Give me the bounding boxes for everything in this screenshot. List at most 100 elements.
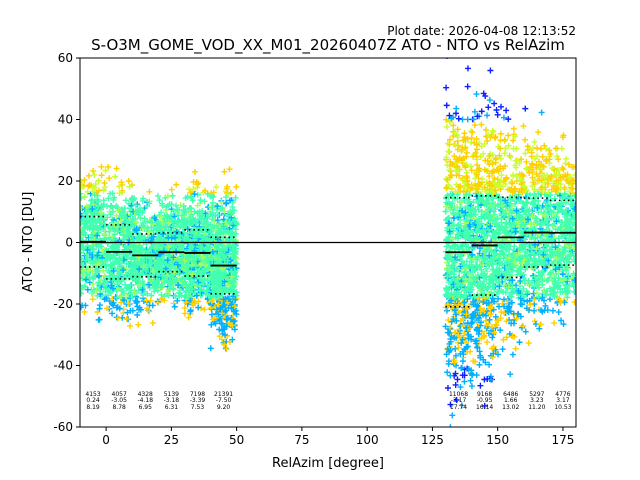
scatter-point xyxy=(451,307,458,314)
scatter-point xyxy=(104,254,111,261)
scatter-point xyxy=(114,315,121,322)
scatter-point xyxy=(462,145,469,152)
scatter-point xyxy=(452,188,459,195)
scatter-point xyxy=(111,220,118,227)
scatter-point xyxy=(226,166,233,173)
scatter-point xyxy=(444,140,451,147)
scatter-point xyxy=(208,267,215,274)
scatter-point xyxy=(101,230,108,237)
scatter-point xyxy=(201,276,208,283)
scatter-point xyxy=(123,285,130,292)
scatter-point xyxy=(165,234,172,241)
scatter-point xyxy=(202,238,209,245)
scatter-point xyxy=(444,162,451,169)
scatter-point xyxy=(477,202,484,209)
scatter-point xyxy=(452,254,459,261)
scatter-point xyxy=(142,247,149,254)
scatter-point xyxy=(219,204,226,211)
scatter-point xyxy=(193,179,200,186)
scatter-point xyxy=(198,273,205,280)
scatter-point xyxy=(80,178,84,185)
chart-title: S-O3M_GOME_VOD_XX_M01_20260407Z ATO - NT… xyxy=(91,36,565,55)
scatter-point xyxy=(191,168,198,175)
scatter-point xyxy=(444,369,451,376)
scatter-point xyxy=(221,247,228,254)
scatter-point xyxy=(98,202,105,209)
scatter-point xyxy=(214,203,221,210)
scatter-point xyxy=(446,167,453,174)
scatter-point xyxy=(116,256,123,263)
scatter-point xyxy=(136,249,143,256)
scatter-point xyxy=(95,272,102,279)
scatter-point xyxy=(164,193,171,200)
scatter-point xyxy=(452,345,459,352)
scatter-point xyxy=(171,234,178,241)
scatter-point xyxy=(465,366,472,373)
scatter-point xyxy=(471,108,478,115)
scatter-point xyxy=(187,189,194,196)
scatter-point xyxy=(231,270,238,277)
scatter-point xyxy=(454,163,461,170)
scatter-point xyxy=(136,266,143,273)
scatter-point xyxy=(218,276,225,283)
scatter-point xyxy=(454,134,461,141)
scatter-point xyxy=(229,279,236,286)
scatter-point xyxy=(209,279,216,286)
scatter-point xyxy=(170,300,177,307)
scatter-point xyxy=(188,262,195,269)
scatter-point xyxy=(159,260,166,267)
scatter-point xyxy=(166,201,173,208)
scatter-point xyxy=(455,281,462,288)
scatter-point xyxy=(493,106,500,113)
scatter-point xyxy=(484,339,491,346)
scatter-point xyxy=(210,193,217,200)
scatter-point xyxy=(123,266,130,273)
scatter-point xyxy=(179,244,186,251)
scatter-point xyxy=(450,268,457,275)
scatter-point xyxy=(144,218,151,225)
scatter-point xyxy=(117,262,124,269)
scatter-point xyxy=(177,224,184,231)
scatter-point xyxy=(94,252,101,259)
scatter-point xyxy=(110,226,117,233)
scatter-point xyxy=(80,204,85,211)
scatter-point xyxy=(212,226,219,233)
scatter-point xyxy=(478,208,485,215)
scatter-point xyxy=(89,280,96,287)
scatter-point xyxy=(218,320,225,327)
scatter-point xyxy=(146,281,153,288)
scatter-point xyxy=(203,245,210,252)
scatter-point xyxy=(468,238,475,245)
scatter-point xyxy=(114,281,121,288)
scatter-point xyxy=(457,263,464,270)
scatter-point xyxy=(201,306,208,313)
scatter-point xyxy=(127,282,134,289)
scatter-point xyxy=(214,292,221,299)
scatter-point xyxy=(163,204,170,211)
scatter-point xyxy=(82,276,89,283)
scatter-point xyxy=(223,185,230,192)
scatter-point xyxy=(161,274,168,281)
scatter-point xyxy=(95,177,102,184)
scatter-point xyxy=(113,212,120,219)
scatter-point xyxy=(105,287,112,294)
scatter-point xyxy=(221,208,228,215)
scatter-point xyxy=(177,202,184,209)
scatter-point xyxy=(447,336,454,343)
scatter-point xyxy=(452,381,459,388)
scatter-point xyxy=(459,372,466,379)
scatter-point xyxy=(127,322,134,329)
scatter-point xyxy=(90,275,97,282)
scatter-point xyxy=(221,302,228,309)
scatter-point xyxy=(175,242,182,249)
scatter-point xyxy=(121,205,128,212)
scatter-point xyxy=(233,289,240,296)
scatter-point xyxy=(452,160,459,167)
scatter-point xyxy=(86,279,93,286)
scatter-point xyxy=(226,219,233,226)
scatter-point xyxy=(473,303,480,310)
scatter-point xyxy=(220,238,227,245)
scatter-point xyxy=(151,284,158,291)
scatter-point xyxy=(171,255,178,262)
scatter-point xyxy=(135,321,142,328)
